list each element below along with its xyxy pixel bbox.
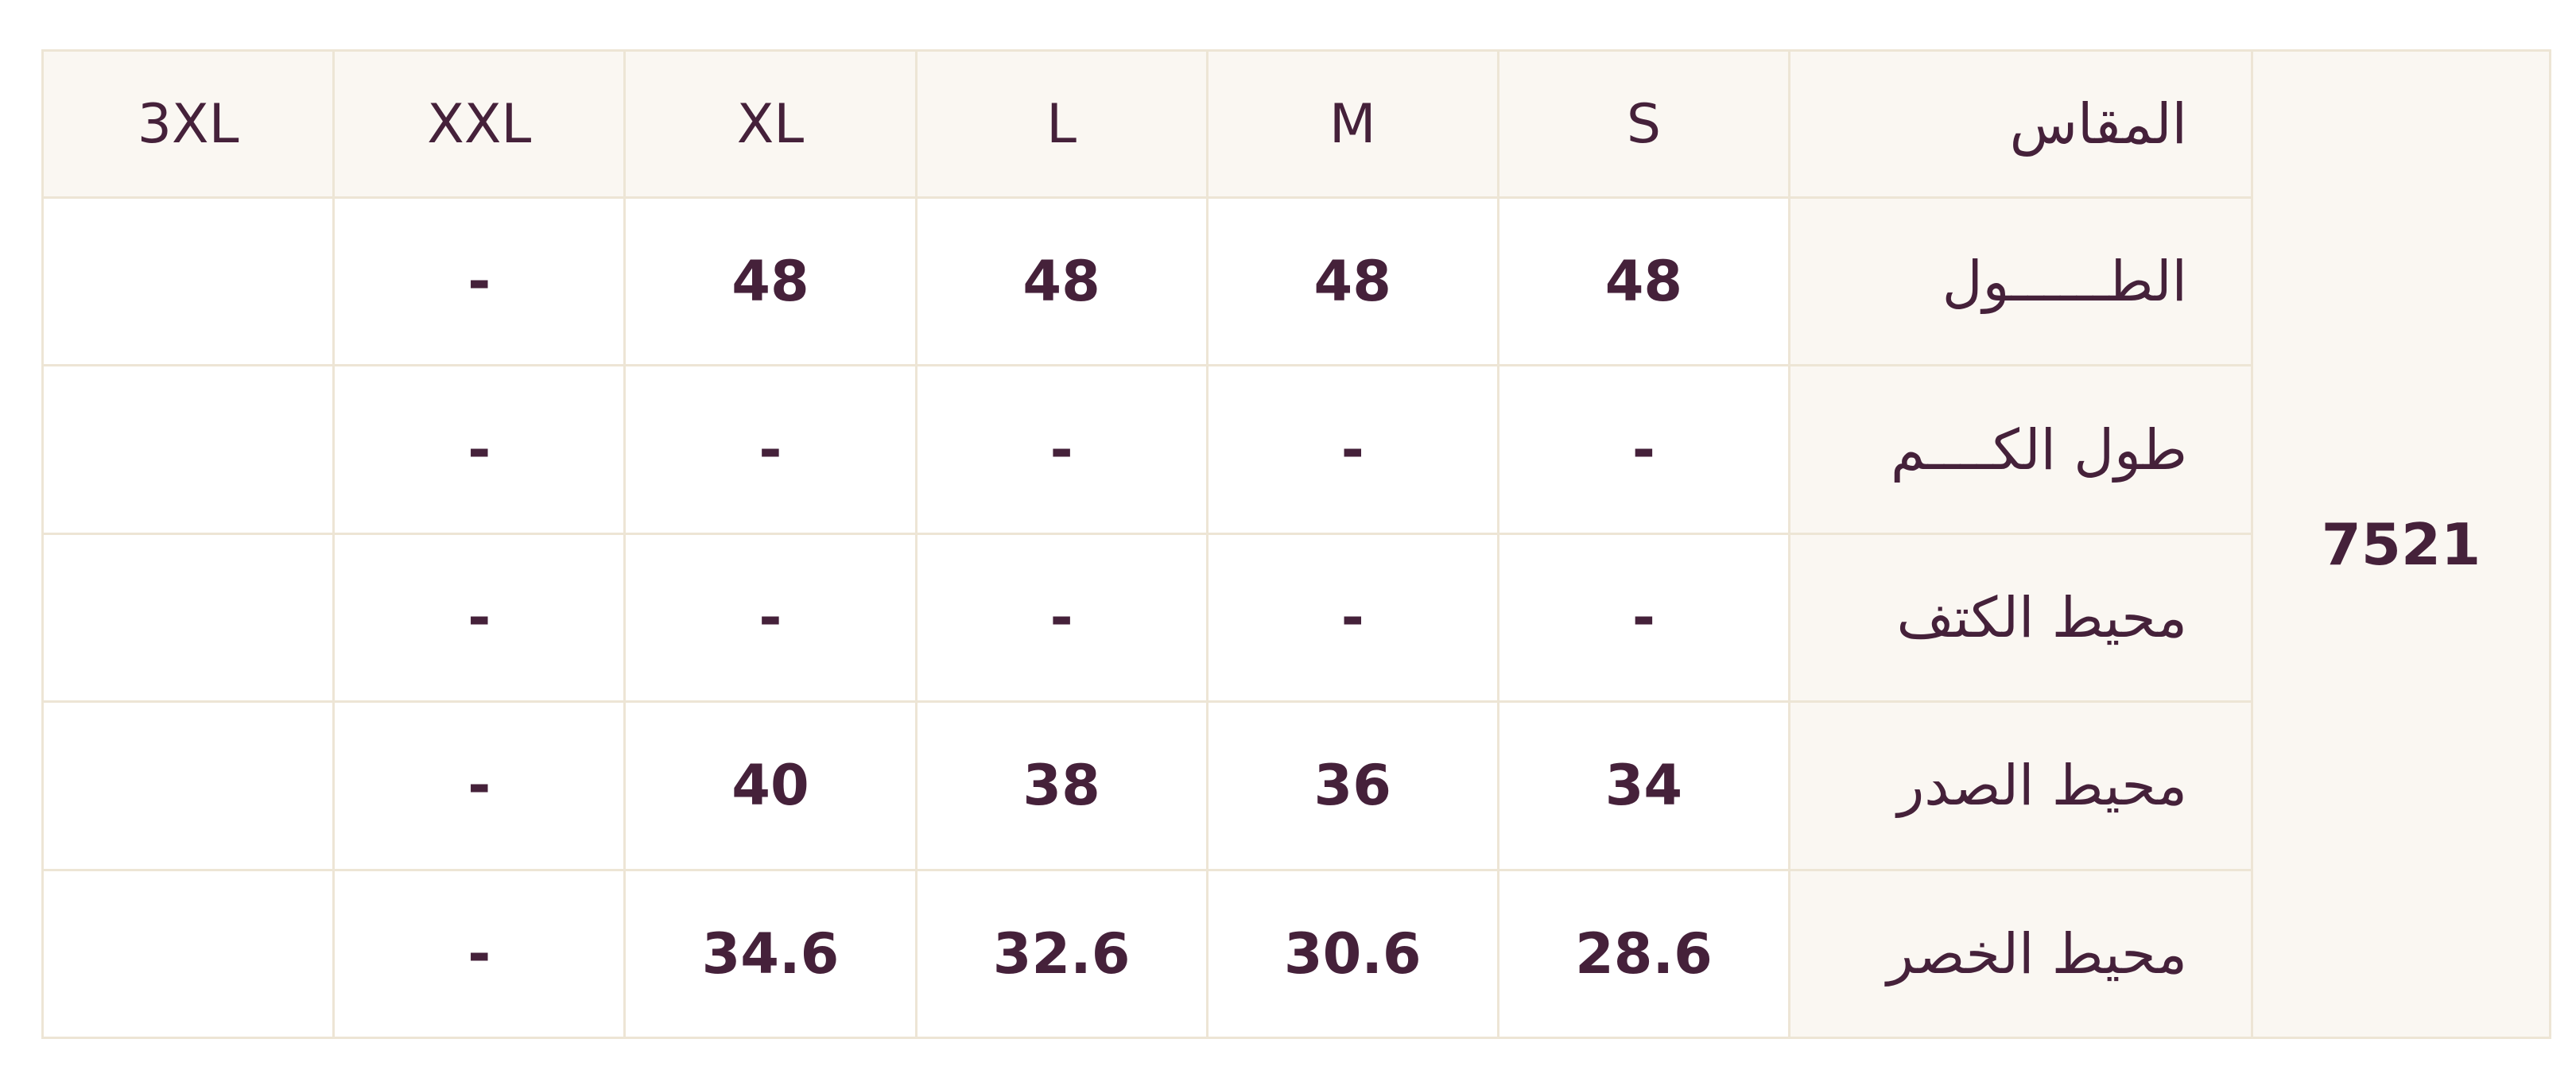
measurement-label: طول الكــــم bbox=[1788, 364, 2253, 535]
measurement-value: - bbox=[1496, 532, 1791, 704]
measurement-value: - bbox=[1496, 364, 1791, 535]
measurement-value: 48 bbox=[914, 196, 1208, 367]
measurement-value: - bbox=[1205, 364, 1499, 535]
measurement-value: - bbox=[332, 364, 627, 535]
measurement-value: 34 bbox=[1496, 700, 1791, 871]
measurement-value: 38 bbox=[914, 700, 1208, 871]
table-row: محيط الصدر 34 36 38 40- bbox=[41, 700, 2551, 871]
measurement-label: الطــــــول bbox=[1788, 196, 2253, 367]
measurement-value: - bbox=[1205, 532, 1499, 704]
measurement-value: - bbox=[914, 532, 1208, 704]
size-header-label: المقاس bbox=[1788, 49, 2253, 199]
table-row: محيط الكتف - - - - - bbox=[41, 532, 2551, 704]
measurement-value: - bbox=[332, 868, 627, 1040]
table-row: محيط الخصر 28.6 30.6 32.6 34.6- bbox=[41, 868, 2551, 1040]
measurement-value: 48 bbox=[623, 196, 918, 367]
measurement-value: 34.6 bbox=[623, 868, 918, 1040]
measurement-value: 48 bbox=[1205, 196, 1499, 367]
measurement-value: - bbox=[623, 532, 918, 704]
measurement-value: - bbox=[623, 364, 918, 535]
size-header: S bbox=[1496, 49, 1791, 199]
size-header: XL bbox=[623, 49, 918, 199]
measurement-value: 32.6 bbox=[914, 868, 1208, 1040]
measurement-value bbox=[41, 196, 336, 367]
product-code: 7521 bbox=[2251, 49, 2551, 1039]
measurement-value: - bbox=[332, 700, 627, 871]
measurement-value: - bbox=[332, 532, 627, 704]
size-header: M bbox=[1205, 49, 1499, 199]
measurement-value: 28.6 bbox=[1496, 868, 1791, 1040]
measurement-value: 36 bbox=[1205, 700, 1499, 871]
table-row: طول الكــــم - - - - - bbox=[41, 364, 2551, 535]
measurement-label: محيط الكتف bbox=[1788, 532, 2253, 704]
size-header: XXL bbox=[332, 49, 627, 199]
measurement-value: 40 bbox=[623, 700, 918, 871]
size-header: 3XL bbox=[41, 49, 336, 199]
measurement-label: محيط الخصر bbox=[1788, 868, 2253, 1040]
measurement-value bbox=[41, 868, 336, 1040]
table-row: الطــــــول 48 48 48 48- bbox=[41, 196, 2551, 367]
measurement-value: - bbox=[332, 196, 627, 367]
size-header: L bbox=[914, 49, 1208, 199]
measurement-value: 30.6 bbox=[1205, 868, 1499, 1040]
measurement-label: محيط الصدر bbox=[1788, 700, 2253, 871]
measurement-value bbox=[41, 700, 336, 871]
size-chart-table: 7521 المقاس S M L XL XXL 3XL الطــــــول… bbox=[41, 49, 2551, 1040]
measurement-value bbox=[41, 364, 336, 535]
header-row: 7521 المقاس S M L XL XXL 3XL bbox=[41, 49, 2551, 1039]
measurement-value: 48 bbox=[1496, 196, 1791, 367]
measurement-value: - bbox=[914, 364, 1208, 535]
measurement-value bbox=[41, 532, 336, 704]
